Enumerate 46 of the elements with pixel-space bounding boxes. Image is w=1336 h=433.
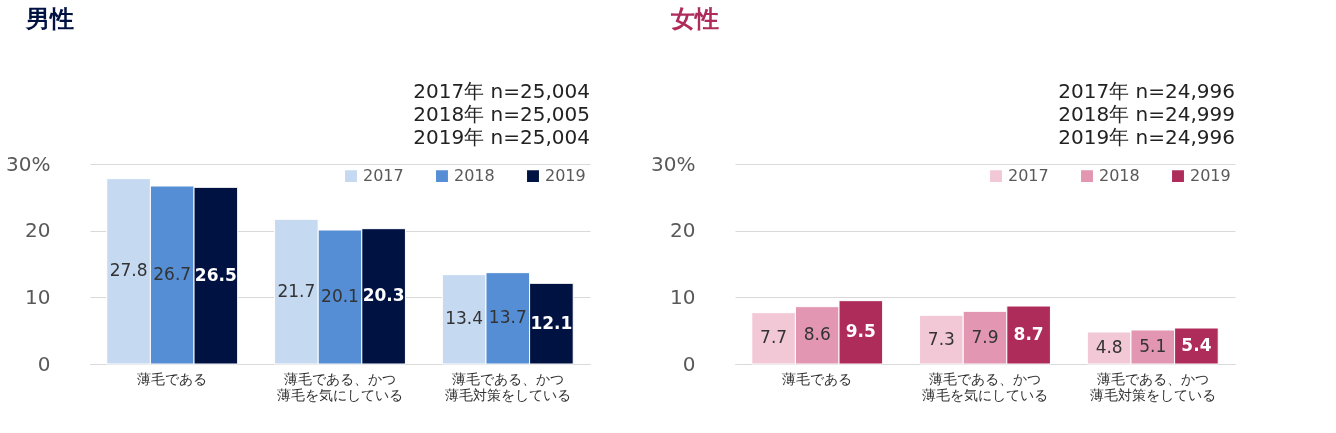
legend-label: 2018 [454, 166, 495, 186]
chart-title: 女性 [669, 5, 719, 33]
legend-label: 2017 [363, 166, 404, 186]
y-tick-label: 10 [670, 284, 696, 309]
data-label: 7.7 [760, 327, 788, 348]
x-tick-label: 薄毛である、かつ薄毛を気にしている [922, 370, 1048, 403]
data-label: 4.8 [1095, 337, 1123, 357]
x-tick-label: 薄毛である [782, 370, 853, 387]
data-label: 12.1 [530, 312, 573, 333]
data-label: 13.4 [445, 308, 484, 329]
text: 2018年 n=24,999 [1058, 102, 1235, 126]
data-label: 26.7 [153, 264, 192, 284]
text: 2018年 n=25,005 [413, 102, 590, 126]
data-label: 26.5 [194, 264, 237, 285]
x-tick-label: 薄毛である、かつ薄毛対策をしている [444, 370, 571, 403]
data-label: 21.7 [277, 280, 316, 301]
legend-label: 2019 [545, 166, 586, 186]
text: 2019年 n=24,996 [1058, 125, 1235, 149]
legend-label: 2017 [1008, 166, 1049, 186]
y-tick-label: 30% [6, 151, 51, 176]
y-tick-label: 0 [682, 351, 696, 376]
y-tick-label: 20 [670, 218, 696, 243]
data-label: 20.3 [362, 285, 405, 306]
y-tick-label: 0 [37, 351, 51, 376]
data-label: 9.5 [845, 321, 876, 342]
text: 2017年 n=24,996 [1058, 79, 1235, 103]
data-label: 7.9 [971, 326, 999, 347]
data-label: 13.7 [488, 307, 527, 328]
data-label: 7.3 [927, 328, 955, 349]
legend-label: 2018 [1099, 166, 1140, 186]
chart-title: 男性 [24, 5, 74, 33]
data-label: 8.6 [803, 324, 831, 345]
y-tick-label: 30% [651, 151, 696, 176]
data-label: 5.1 [1139, 336, 1167, 356]
y-tick-label: 10 [25, 284, 51, 309]
data-label: 8.7 [1013, 324, 1044, 344]
data-label: 20.1 [321, 286, 359, 306]
data-label: 5.4 [1181, 335, 1212, 355]
x-tick-label: 薄毛である、かつ薄毛対策をしている [1089, 370, 1216, 403]
text: 2019年 n=25,004 [413, 125, 590, 149]
text: 2017年 n=25,004 [413, 79, 590, 103]
data-label: 27.8 [109, 260, 148, 281]
x-tick-label: 薄毛である [137, 370, 208, 387]
x-tick-label: 薄毛である、かつ薄毛を気にしている [277, 370, 403, 403]
y-tick-label: 20 [25, 218, 51, 243]
legend-label: 2019 [1190, 166, 1231, 186]
